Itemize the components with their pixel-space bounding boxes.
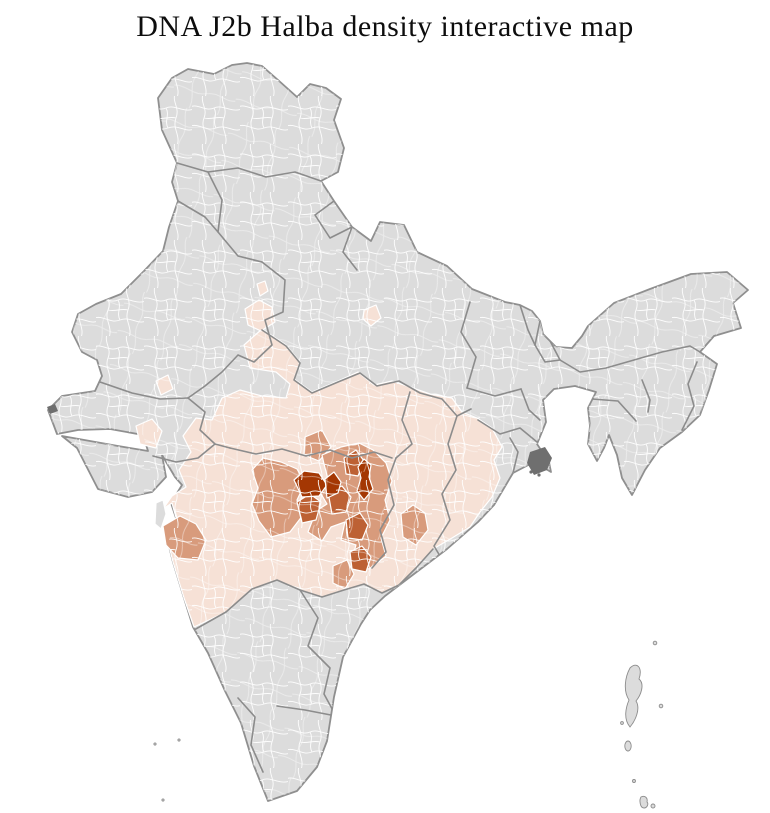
andaman-nicobar-islands[interactable]: [620, 640, 664, 809]
island-groups[interactable]: [153, 640, 664, 809]
state-borders: [99, 162, 701, 773]
sundarbans-delta: [47, 404, 552, 477]
page-title: DNA J2b Halba density interactive map: [136, 10, 634, 43]
district-borders-mesh-2: [48, 63, 748, 801]
lakshadweep-islands[interactable]: [153, 738, 181, 802]
district-nodata-coastal-sliver[interactable]: [154, 499, 167, 530]
